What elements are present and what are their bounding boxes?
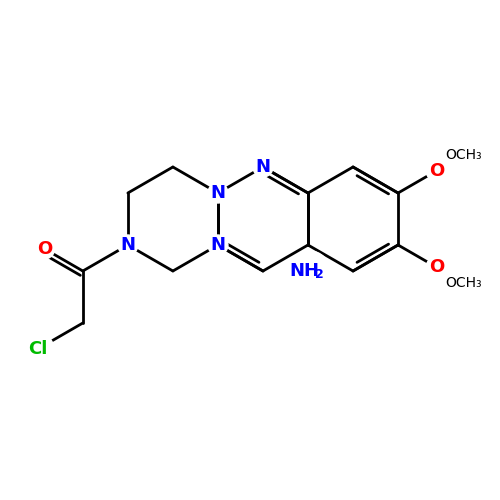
Text: Cl: Cl	[28, 340, 48, 358]
Circle shape	[208, 183, 228, 203]
Text: N: N	[210, 236, 226, 254]
Circle shape	[445, 138, 481, 173]
Circle shape	[426, 161, 446, 181]
Circle shape	[118, 235, 138, 255]
Text: N: N	[120, 236, 136, 254]
Circle shape	[22, 333, 54, 365]
Text: O: O	[428, 258, 444, 276]
Circle shape	[426, 257, 446, 277]
Circle shape	[253, 157, 273, 177]
Circle shape	[34, 239, 54, 259]
Text: O: O	[428, 162, 444, 180]
Circle shape	[290, 251, 330, 291]
Text: N: N	[210, 184, 226, 202]
Text: OCH₃: OCH₃	[445, 276, 482, 289]
Text: NH: NH	[290, 262, 320, 280]
Circle shape	[426, 257, 446, 277]
Circle shape	[426, 161, 446, 181]
Text: N: N	[256, 158, 270, 176]
Circle shape	[208, 235, 228, 255]
Text: OCH₃: OCH₃	[445, 148, 482, 162]
Circle shape	[445, 264, 481, 300]
Text: 2: 2	[316, 268, 324, 281]
Text: O: O	[37, 240, 52, 258]
